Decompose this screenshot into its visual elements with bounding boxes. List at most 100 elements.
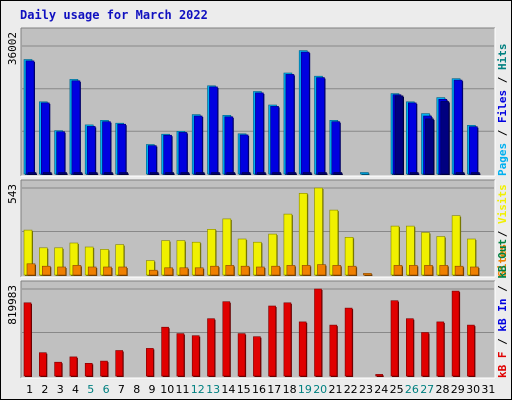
panel-kbytes-ymax-label: 819983 xyxy=(6,285,19,325)
bar-visits-sites-day-5 xyxy=(87,266,97,276)
bar-visits-sites-day-26 xyxy=(408,265,418,276)
bar-hits-pages-day-21 xyxy=(333,172,343,175)
bar-kbytes-kb_f-day-16 xyxy=(253,336,261,377)
bar-hits-files-day-2 xyxy=(40,102,50,175)
bar-kbytes-kb_f-day-17 xyxy=(268,305,276,377)
bar-visits-sites-day-17 xyxy=(271,265,280,276)
bar-visits-sites-day-4 xyxy=(72,265,82,276)
bar-kbytes-kb_f-day-7 xyxy=(115,350,123,377)
bar-kbytes-kb_f-day-6 xyxy=(100,360,108,377)
bar-hits-files-day-21 xyxy=(331,121,341,175)
x-tick-label-day-11: 11 xyxy=(176,383,190,396)
bar-kbytes-kb_f-day-14 xyxy=(222,301,231,377)
x-tick-label-day-27: 27 xyxy=(420,383,434,396)
bar-visits-visits-day-20 xyxy=(314,187,323,276)
bar-hits-pages-day-1 xyxy=(27,172,37,175)
legend-entry: Sites xyxy=(496,244,509,277)
x-tick-label-day-15: 15 xyxy=(237,383,251,396)
bar-visits-sites-day-6 xyxy=(103,266,112,276)
panel-visits-legend: Sites / Visits xyxy=(496,184,509,277)
x-tick-label-day-22: 22 xyxy=(344,383,358,396)
bar-visits-sites-day-27 xyxy=(424,265,433,276)
bar-hits-files-day-19 xyxy=(300,51,310,175)
bar-hits-files-day-1 xyxy=(25,60,35,175)
x-tick-label-day-31: 31 xyxy=(481,383,495,396)
x-tick-label-day-21: 21 xyxy=(329,383,343,396)
bar-hits-files-day-29 xyxy=(453,79,463,175)
bar-kbytes-kb_f-day-24 xyxy=(375,374,384,377)
bar-hits-files-day-7 xyxy=(117,123,126,175)
bar-visits-sites-day-15 xyxy=(240,265,250,276)
bar-visits-sites-day-23 xyxy=(363,273,372,276)
bar-kbytes-kb_f-day-21 xyxy=(329,324,338,377)
bar-kbytes-kb_f-day-12 xyxy=(191,335,200,377)
bar-kbytes-kb_f-day-19 xyxy=(298,321,307,377)
bar-hits-files-day-3 xyxy=(56,131,65,175)
bar-hits-pages-day-15 xyxy=(241,172,251,175)
bar-hits-files-day-5 xyxy=(86,126,96,175)
bar-kbytes-kb_f-day-22 xyxy=(344,307,353,377)
x-tick-label-day-4: 4 xyxy=(72,383,79,396)
x-tick-label-day-24: 24 xyxy=(374,383,388,396)
legend-entry: kB Out xyxy=(496,239,509,279)
x-tick-label-day-25: 25 xyxy=(390,383,404,396)
bar-kbytes-kb_f-day-3 xyxy=(54,361,62,377)
bar-kbytes-kb_f-day-2 xyxy=(38,352,47,377)
bar-visits-sites-day-9 xyxy=(149,269,158,276)
bar-hits-files-day-26 xyxy=(407,102,417,175)
bar-visits-sites-day-14 xyxy=(225,265,235,276)
x-tick-label-day-5: 5 xyxy=(87,383,94,396)
bar-kbytes-kb_f-day-28 xyxy=(436,321,445,377)
bar-kbytes-kb_f-day-18 xyxy=(283,302,292,377)
bar-hits-pages-day-7 xyxy=(119,172,128,175)
legend-entry: Pages xyxy=(496,143,509,176)
bar-hits-pages-day-13 xyxy=(211,172,220,175)
x-tick-label-day-1: 1 xyxy=(26,383,33,396)
bar-hits-files-day-9 xyxy=(148,145,157,175)
legend-entry: kB F xyxy=(496,352,509,379)
bar-hits-pages-day-4 xyxy=(73,172,83,175)
bar-hits-pages-day-18 xyxy=(287,172,297,175)
x-tick-label-day-23: 23 xyxy=(359,383,373,396)
bar-hits-pages-day-17 xyxy=(272,172,281,175)
bar-hits-files-day-20 xyxy=(316,77,325,175)
bar-visits-sites-day-22 xyxy=(347,265,357,276)
bar-visits-sites-day-10 xyxy=(164,267,173,276)
legend-entry: Visits xyxy=(496,184,509,224)
bar-kbytes-kb_f-day-10 xyxy=(161,326,169,377)
bar-hits-files-day-16 xyxy=(255,92,264,175)
bar-visits-sites-day-16 xyxy=(256,266,265,276)
panel-visits-ymax-label: 543 xyxy=(6,184,19,204)
x-tick-label-day-14: 14 xyxy=(221,383,235,396)
bar-kbytes-kb_f-day-9 xyxy=(146,348,154,377)
bar-hits-pages-day-30 xyxy=(471,172,480,175)
x-tick-label-day-13: 13 xyxy=(206,383,220,396)
bar-hits-files-day-10 xyxy=(163,134,172,175)
bar-visits-sites-day-2 xyxy=(41,265,51,276)
bar-hits-pages-day-5 xyxy=(88,172,98,175)
bar-kbytes-kb_f-day-27 xyxy=(421,332,429,377)
x-tick-label-day-3: 3 xyxy=(57,383,64,396)
bar-hits-pages-day-20 xyxy=(318,172,327,175)
bar-hits-files-day-12 xyxy=(193,115,203,175)
bar-hits-files-day-11 xyxy=(178,132,188,175)
legend-entry: Files xyxy=(496,90,509,123)
bar-kbytes-kb_f-day-1 xyxy=(23,302,32,377)
bar-hits-pages-day-10 xyxy=(165,172,174,175)
bar-kbytes-kb_f-day-30 xyxy=(467,324,475,377)
bar-hits-pages-day-16 xyxy=(257,172,266,175)
bar-hits-pages-day-9 xyxy=(150,172,159,175)
x-tick-label-day-29: 29 xyxy=(451,383,465,396)
bar-visits-sites-day-13 xyxy=(210,265,219,276)
legend-entry: / xyxy=(496,224,509,244)
bar-kbytes-kb_f-day-15 xyxy=(237,333,246,377)
bar-hits-pages-day-6 xyxy=(104,172,113,175)
bar-hits-hits-day-23 xyxy=(360,172,369,175)
bar-visits-sites-day-25 xyxy=(393,265,403,276)
x-tick-label-day-19: 19 xyxy=(298,383,312,396)
bar-kbytes-kb_f-day-11 xyxy=(176,333,185,377)
x-tick-label-day-20: 20 xyxy=(313,383,327,396)
bar-hits-files-day-4 xyxy=(71,80,81,175)
bar-hits-files-day-6 xyxy=(102,121,111,175)
